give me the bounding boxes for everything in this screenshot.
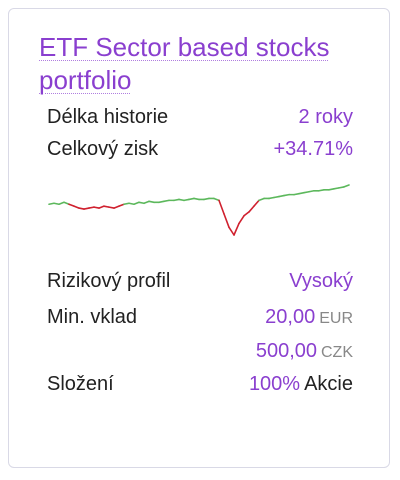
chart-segment xyxy=(253,199,260,207)
czk-unit: CZK xyxy=(321,344,353,361)
chart-segment xyxy=(318,189,325,192)
risk-row: Rizikový profil Vysoký xyxy=(47,270,353,298)
min-deposit-czk-row: 500,00 CZK xyxy=(47,340,353,368)
chart-segment xyxy=(273,195,280,199)
chart-segment xyxy=(53,202,60,206)
chart-segment xyxy=(243,211,250,217)
gain-value: +34.71% xyxy=(273,138,353,160)
chart-segment xyxy=(343,184,350,188)
gain-row: Celkový zisk +34.71% xyxy=(47,138,353,166)
history-label: Délka historie xyxy=(47,106,169,128)
chart-segment xyxy=(258,197,265,202)
chart-segment xyxy=(73,205,80,209)
chart-segment xyxy=(193,197,200,201)
chart-segment xyxy=(298,191,305,195)
chart-segment xyxy=(218,199,225,215)
min-deposit-czk: 500,00 CZK xyxy=(256,340,353,363)
min-deposit-eur: 20,00 EUR xyxy=(265,306,353,329)
min-deposit-label: Min. vklad xyxy=(47,306,138,328)
chart-segment xyxy=(283,193,290,197)
risk-value: Vysoký xyxy=(289,270,353,292)
chart-segment xyxy=(58,201,65,206)
composition-percent: 100% xyxy=(248,373,301,395)
chart-segment xyxy=(268,196,275,200)
chart-segment xyxy=(238,214,245,225)
chart-segment xyxy=(333,187,340,190)
performance-chart xyxy=(48,184,350,236)
chart-segment xyxy=(78,207,85,210)
composition-label: Složení xyxy=(47,373,114,395)
history-row: Délka historie 2 roky xyxy=(47,106,353,134)
chart-segment xyxy=(103,205,110,208)
history-value: 2 roky xyxy=(298,106,353,128)
chart-segment xyxy=(88,206,95,209)
chart-segment xyxy=(83,207,90,210)
chart-segment xyxy=(278,194,285,198)
composition-row: Složení 100% Akcie xyxy=(47,373,353,401)
min-deposit-row: Min. vklad 20,00 EUR xyxy=(47,306,353,334)
eur-unit: EUR xyxy=(319,310,353,327)
chart-segment xyxy=(98,205,105,209)
risk-label: Rizikový profil xyxy=(47,270,171,292)
min-czk-amount: 500,00 xyxy=(255,340,317,362)
chart-segment xyxy=(158,200,165,204)
chart-segment xyxy=(63,201,70,206)
chart-segment xyxy=(48,202,55,206)
chart-segment xyxy=(183,198,190,202)
chart-segment xyxy=(133,201,140,206)
chart-segment xyxy=(233,222,240,236)
chart-segment xyxy=(308,189,315,193)
chart-segment xyxy=(68,203,75,207)
chart-segment xyxy=(118,203,125,207)
chart-segment xyxy=(328,188,335,191)
chart-segment xyxy=(163,199,170,203)
chart-segment xyxy=(138,201,145,205)
chart-segment xyxy=(123,202,130,206)
chart-segment xyxy=(303,190,310,194)
chart-segment xyxy=(188,197,195,201)
min-eur-amount: 20,00 xyxy=(265,306,316,328)
composition-type: Akcie xyxy=(304,373,353,395)
chart-segment xyxy=(213,197,220,202)
portfolio-card xyxy=(8,8,390,468)
chart-segment xyxy=(228,226,235,236)
chart-segment xyxy=(203,197,210,201)
chart-segment xyxy=(223,213,230,229)
chart-segment xyxy=(293,192,300,196)
chart-segment xyxy=(248,205,255,213)
portfolio-title-link[interactable]: ETF Sector based stocks portfolio xyxy=(39,32,330,95)
chart-segment xyxy=(338,186,345,189)
chart-segment xyxy=(143,200,150,205)
gain-label: Celkový zisk xyxy=(47,138,159,160)
composition-value: 100% Akcie xyxy=(249,373,353,396)
chart-segment xyxy=(173,198,180,202)
chart-segment xyxy=(108,206,115,209)
chart-segment xyxy=(93,206,100,209)
chart-segment xyxy=(178,198,185,202)
chart-segment xyxy=(148,200,155,204)
chart-segment xyxy=(113,205,120,209)
chart-segment xyxy=(128,202,135,206)
